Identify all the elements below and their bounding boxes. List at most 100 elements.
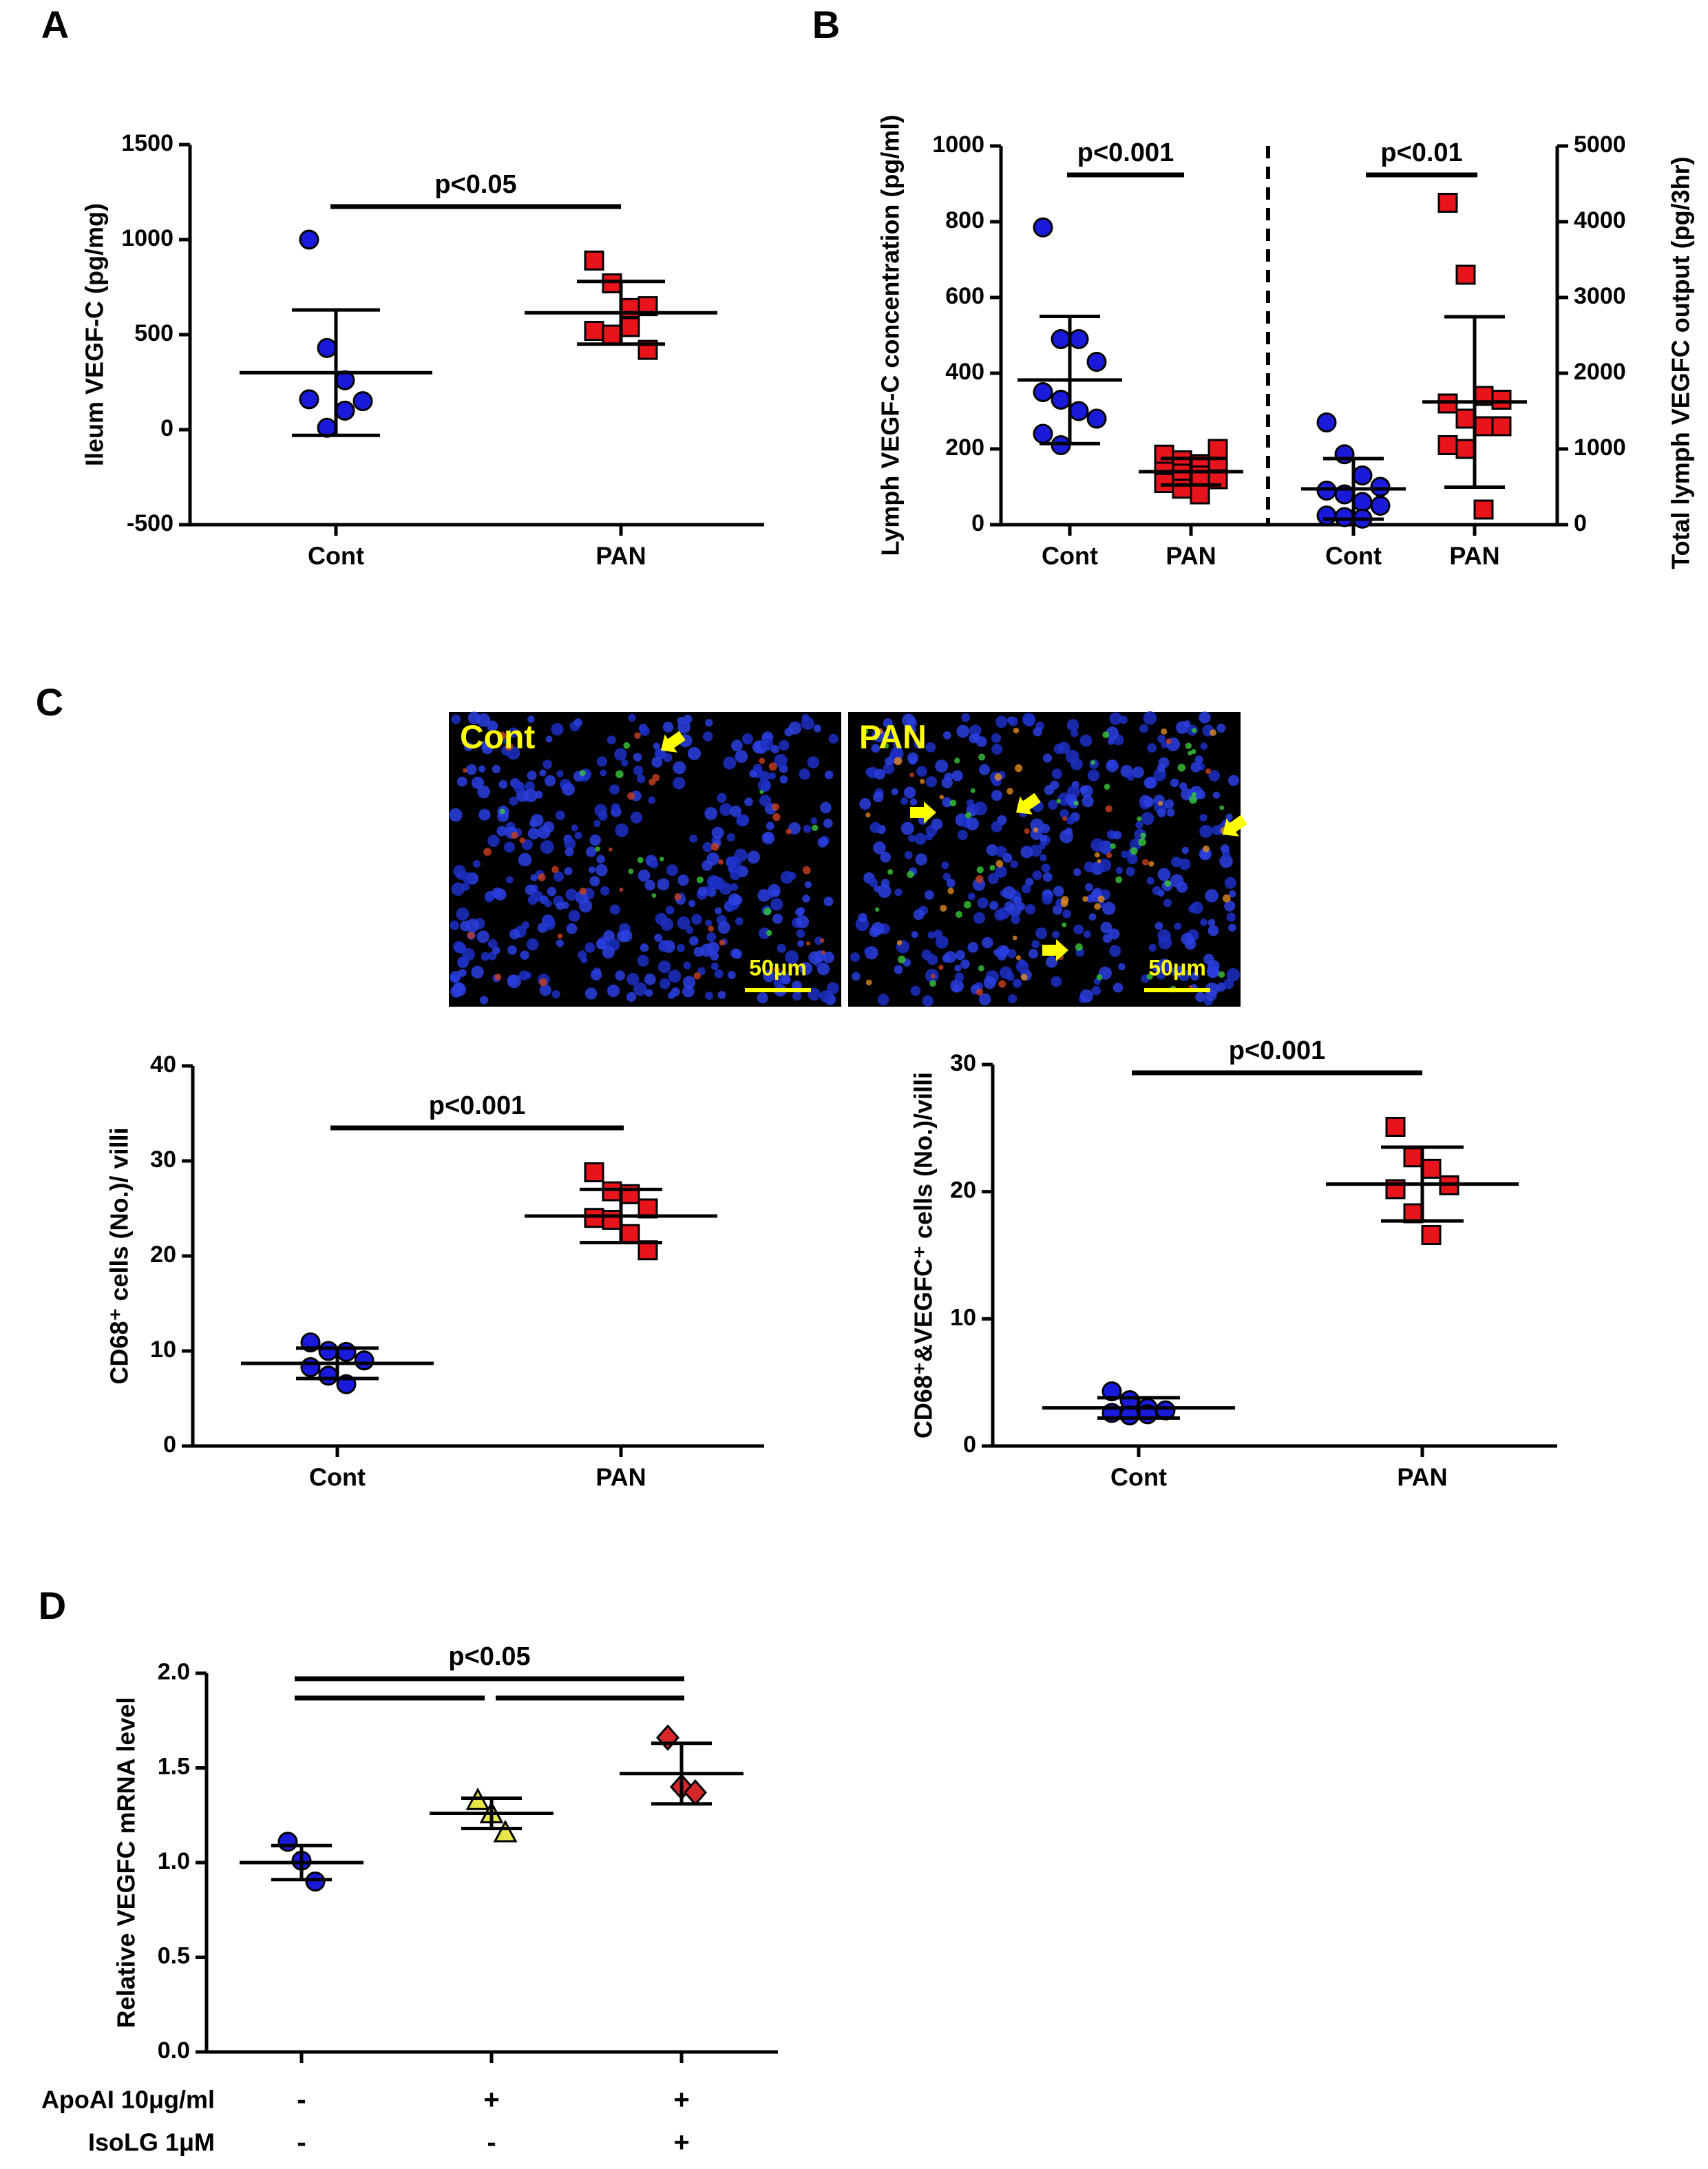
stain: [538, 873, 546, 881]
p-value: p<0.01: [1380, 138, 1462, 167]
nucleus: [942, 797, 952, 808]
nucleus: [956, 724, 970, 738]
stain: [1222, 894, 1231, 903]
nucleus: [891, 788, 898, 795]
nucleus: [633, 753, 642, 762]
nucleus: [1164, 799, 1174, 809]
nucleus: [797, 940, 805, 947]
stain: [1161, 728, 1168, 735]
nucleus: [1161, 741, 1168, 748]
nucleus: [1157, 958, 1171, 972]
nucleus: [615, 970, 626, 981]
nucleus: [1062, 909, 1071, 919]
data-point: [1316, 412, 1337, 432]
treatment-name: ApoAI 10μg/ml: [41, 2086, 215, 2114]
nucleus: [979, 764, 990, 775]
nucleus: [697, 886, 708, 897]
nucleus: [871, 922, 885, 936]
nucleus: [595, 939, 607, 950]
nucleus: [478, 808, 491, 821]
nucleus: [518, 852, 532, 867]
nucleus: [525, 884, 536, 896]
data-point: [1033, 382, 1053, 402]
data-point: [1385, 1116, 1406, 1137]
stain: [768, 762, 777, 771]
nucleus: [1226, 968, 1240, 982]
nucleus: [1102, 901, 1116, 915]
nucleus: [1179, 858, 1191, 870]
nucleus: [478, 765, 486, 773]
data-point: [1068, 329, 1089, 349]
nucleus: [901, 713, 916, 727]
y-tick-label: 0: [971, 510, 984, 536]
nucleus: [539, 984, 551, 996]
x-tick-label: PAN: [595, 1463, 646, 1491]
nucleus: [827, 982, 839, 994]
nucleus: [682, 976, 696, 989]
nucleus: [1132, 766, 1144, 779]
stain: [769, 962, 774, 967]
nucleus: [590, 969, 602, 981]
nucleus: [1053, 744, 1064, 755]
stain: [1192, 728, 1197, 733]
nucleus: [450, 985, 463, 998]
nucleus: [651, 756, 663, 768]
nucleus: [772, 913, 783, 924]
nucleus: [545, 735, 553, 743]
y2-tick-label: 0: [1574, 510, 1587, 536]
nucleus: [904, 850, 913, 859]
nucleus: [600, 886, 610, 896]
nucleus: [600, 769, 607, 777]
error-bar: [292, 308, 380, 437]
stain: [964, 901, 971, 909]
nucleus: [991, 733, 1002, 744]
nucleus: [571, 824, 578, 832]
data-point: [1437, 435, 1458, 455]
error-bar: [1097, 1396, 1180, 1420]
stain: [1082, 896, 1088, 902]
stain: [1102, 731, 1110, 739]
y2-tick-label: 5000: [1574, 132, 1626, 158]
nucleus: [808, 987, 821, 1001]
nucleus: [878, 884, 892, 898]
nucleus: [644, 879, 655, 891]
nucleus: [900, 821, 914, 835]
stain: [1062, 816, 1067, 821]
data-point: [1455, 408, 1476, 429]
nucleus: [1199, 814, 1208, 822]
x-tick-label: Cont: [308, 542, 364, 570]
x-tick-label: PAN: [595, 542, 646, 570]
error-bar: [1381, 1145, 1464, 1223]
nucleus: [673, 777, 686, 790]
nucleus: [1107, 737, 1115, 745]
stain: [1024, 828, 1030, 835]
nucleus: [492, 887, 503, 899]
nucleus: [704, 807, 718, 820]
nucleus: [450, 970, 461, 983]
y-tick-label: 10: [150, 1337, 176, 1363]
nucleus: [1090, 838, 1105, 852]
nucleus: [954, 972, 964, 983]
x-tick-label: PAN: [1166, 542, 1216, 570]
stain: [634, 732, 641, 739]
stain: [786, 828, 792, 835]
nucleus: [700, 943, 714, 957]
data-point: [1033, 423, 1053, 444]
nucleus: [636, 774, 646, 784]
stain: [1014, 764, 1023, 773]
nucleus: [810, 817, 818, 825]
nucleus: [562, 782, 575, 796]
nucleus: [584, 987, 598, 1000]
y2-tick-label: 3000: [1574, 283, 1626, 309]
nucleus: [547, 887, 557, 897]
nucleus: [693, 946, 704, 957]
nucleus: [935, 935, 949, 949]
nucleus: [1040, 835, 1048, 843]
nucleus: [731, 740, 743, 752]
stain: [930, 974, 936, 979]
nucleus: [777, 943, 786, 953]
p-value: p<0.001: [1229, 1036, 1326, 1065]
nucleus: [801, 716, 814, 731]
nucleus: [1157, 734, 1166, 744]
nucleus: [498, 779, 508, 789]
